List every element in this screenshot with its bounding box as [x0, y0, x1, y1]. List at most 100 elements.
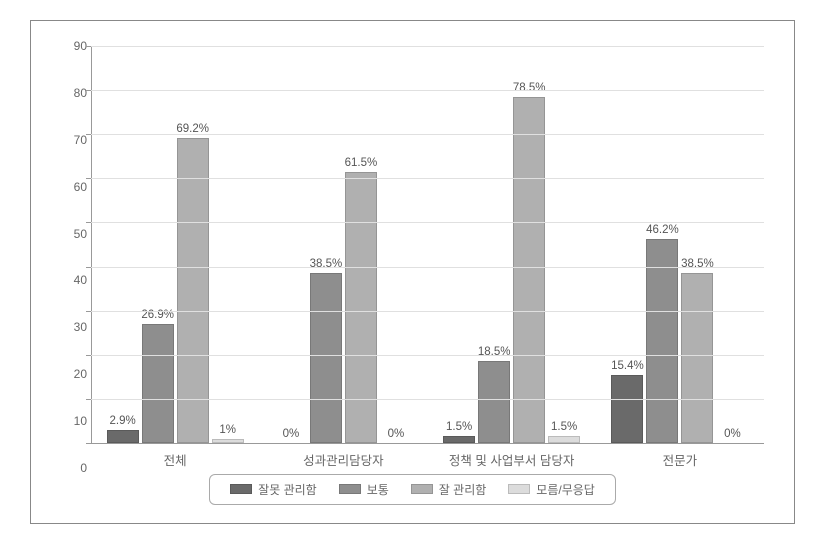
bar-group: 2.9% 26.9%69.2% 1%: [91, 46, 259, 443]
gridline: [91, 267, 764, 268]
legend-label: 잘못 관리함: [258, 481, 317, 498]
bar-value-label: 1%: [219, 424, 236, 436]
bar: [212, 439, 244, 443]
legend-item: 모름/무응답: [508, 481, 595, 498]
bar-wrap: 46.2%: [646, 46, 678, 443]
x-axis-label: 전문가: [596, 444, 764, 468]
bar-wrap: 15.4%: [611, 46, 643, 443]
y-tick-label: 90: [74, 39, 87, 53]
plot-area: 2.9% 26.9%69.2% 1% 0% 38.5% 61.5% 0% 1.5% 18.5% 7…: [91, 46, 764, 444]
bar-value-label: 0%: [388, 428, 405, 440]
x-axis-label: 전체: [91, 444, 259, 468]
gridline: [91, 90, 764, 91]
bar: [142, 324, 174, 443]
bar-wrap: 38.5%: [310, 46, 342, 443]
bar: [443, 436, 475, 443]
bar-wrap: 61.5%: [345, 46, 377, 443]
bar: [611, 375, 643, 443]
y-tick-mark: [86, 399, 91, 400]
bar-value-label: 78.5%: [513, 82, 546, 94]
bar-group: 15.4% 46.2% 38.5% 0%: [596, 46, 764, 443]
bar-value-label: 2.9%: [110, 415, 136, 427]
y-tick-mark: [86, 267, 91, 268]
legend-item: 잘못 관리함: [230, 481, 317, 498]
bar-value-label: 69.2%: [176, 123, 209, 135]
x-axis-label: 정책 및 사업부서 담당자: [428, 444, 596, 468]
y-tick-mark: [86, 90, 91, 91]
bar-value-label: 1.5%: [446, 421, 472, 433]
chart-main: 0102030405060708090 2.9%26.9%69.2%1%0%38…: [61, 46, 764, 468]
gridline: [91, 311, 764, 312]
bar: [478, 361, 510, 443]
plot-wrap: 2.9% 26.9%69.2% 1% 0% 38.5% 61.5% 0% 1.5% 18.5% 7…: [91, 46, 764, 468]
bar-groups: 2.9% 26.9%69.2% 1% 0% 38.5% 61.5% 0% 1.5% 18.5% 7…: [91, 46, 764, 443]
bar-value-label: 38.5%: [681, 258, 714, 270]
bar-value-label: 18.5%: [478, 346, 511, 358]
gridline: [91, 222, 764, 223]
bar-wrap: 0%: [275, 46, 307, 443]
y-axis: 0102030405060708090: [61, 46, 91, 468]
bar-wrap: 2.9%: [107, 46, 139, 443]
y-tick-label: 80: [74, 86, 87, 100]
y-tick-label: 0: [80, 461, 87, 475]
legend-swatch: [411, 484, 433, 494]
legend-item: 보통: [339, 481, 389, 498]
gridline: [91, 178, 764, 179]
x-axis-label: 성과관리담당자: [259, 444, 427, 468]
gridline: [91, 355, 764, 356]
bar-wrap: 69.2%: [177, 46, 209, 443]
y-tick-label: 20: [74, 367, 87, 381]
y-tick-label: 30: [74, 320, 87, 334]
gridline: [91, 399, 764, 400]
bar: [548, 436, 580, 443]
chart-container: 0102030405060708090 2.9%26.9%69.2%1%0%38…: [30, 20, 795, 524]
bar-wrap: 38.5%: [681, 46, 713, 443]
legend-label: 잘 관리함: [439, 481, 487, 498]
bar-wrap: 0%: [380, 46, 412, 443]
bar-wrap: 26.9%: [142, 46, 174, 443]
gridline: [91, 134, 764, 135]
bar: [345, 172, 377, 443]
legend-item: 잘 관리함: [411, 481, 487, 498]
bar-wrap: 0%: [716, 46, 748, 443]
bar-wrap: 18.5%: [478, 46, 510, 443]
bar-wrap: 1.5%: [548, 46, 580, 443]
y-tick-mark: [86, 178, 91, 179]
y-tick-mark: [86, 222, 91, 223]
y-tick-mark: [86, 46, 91, 47]
legend: 잘못 관리함 보통 잘 관리함 모름/무응답: [61, 470, 764, 508]
legend-swatch: [508, 484, 530, 494]
legend-swatch: [339, 484, 361, 494]
bar-value-label: 46.2%: [646, 224, 679, 236]
y-tick-mark: [86, 443, 91, 444]
bar-group: 1.5% 18.5% 78.5% 1.5%: [428, 46, 596, 443]
y-tick-label: 50: [74, 227, 87, 241]
y-tick-mark: [86, 134, 91, 135]
y-tick-mark: [86, 311, 91, 312]
bar-group: 0% 38.5% 61.5% 0%: [259, 46, 427, 443]
bar-wrap: 1.5%: [443, 46, 475, 443]
bar: [107, 430, 139, 443]
bar-wrap: 1%: [212, 46, 244, 443]
bar-value-label: 0%: [283, 428, 300, 440]
legend-label: 보통: [367, 481, 389, 498]
legend-box: 잘못 관리함 보통 잘 관리함 모름/무응답: [209, 474, 616, 505]
gridline: [91, 46, 764, 47]
y-tick-label: 70: [74, 133, 87, 147]
bar: [513, 97, 545, 443]
bar-value-label: 38.5%: [310, 258, 343, 270]
legend-swatch: [230, 484, 252, 494]
bar: [310, 273, 342, 443]
bar: [681, 273, 713, 443]
y-tick-label: 10: [74, 414, 87, 428]
y-tick-mark: [86, 355, 91, 356]
bar-value-label: 0%: [724, 428, 741, 440]
bar: [646, 239, 678, 443]
bar-wrap: 78.5%: [513, 46, 545, 443]
bar: [177, 138, 209, 443]
bar-value-label: 15.4%: [611, 360, 644, 372]
bar-value-label: 1.5%: [551, 421, 577, 433]
y-tick-label: 60: [74, 180, 87, 194]
bar-value-label: 61.5%: [345, 157, 378, 169]
legend-label: 모름/무응답: [536, 481, 595, 498]
